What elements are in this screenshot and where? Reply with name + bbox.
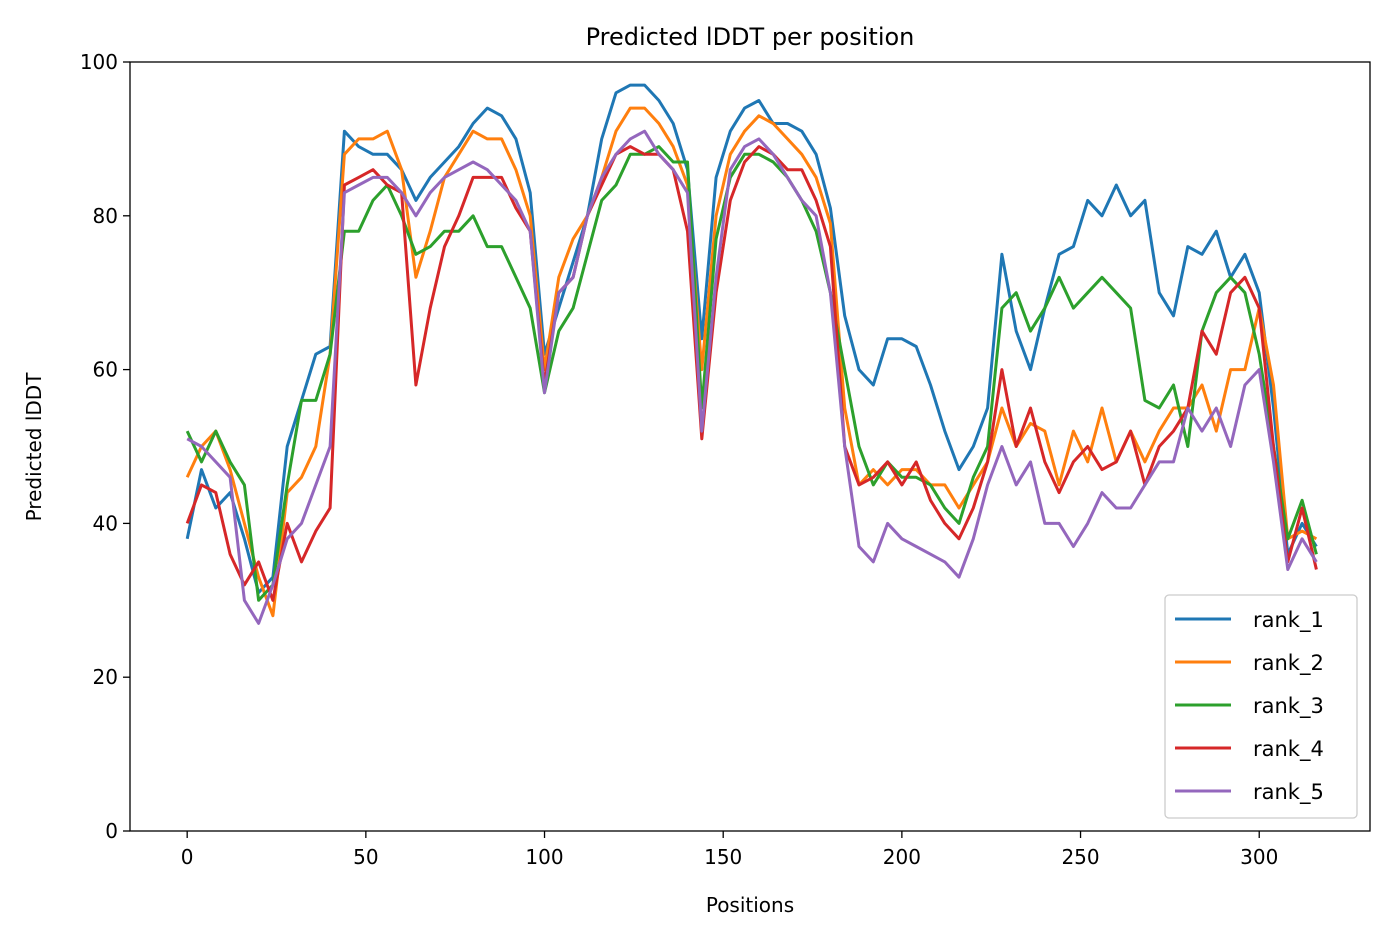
series-line-rank_5 [186,129,1318,625]
x-tick-label: 50 [353,845,378,869]
series-line-rank_1 [185,83,1318,595]
y-tick-label: 20 [93,665,118,689]
x-tick-label: 100 [525,845,563,869]
series-line-rank_2 [185,106,1318,618]
x-tick-label: 200 [883,845,921,869]
legend-box [1164,594,1358,819]
x-axis-label: Positions [706,893,794,917]
plot-frame [129,61,1371,832]
legend: rank_1 rank_2 rank_3 rank_4 rank_5 [1164,594,1358,819]
x-tick-label: 300 [1240,845,1278,869]
y-tick-label: 40 [93,511,118,535]
x-tick-label: 150 [704,845,742,869]
axes: 0 50 100 150 200 250 300 0 20 40 60 80 100 [80,50,1279,869]
y-axis-label: Predicted lDDT [22,372,46,522]
legend-label-rank_2: rank_2 [1253,651,1324,676]
y-tick-label: 60 [93,358,118,382]
y-tick-label: 80 [93,204,118,228]
series-line-rank_4 [185,145,1318,602]
y-tick-label: 100 [80,50,118,74]
legend-label-rank_4: rank_4 [1253,737,1324,762]
chart-title: Predicted lDDT per position [586,23,915,51]
y-tick-label: 0 [105,819,118,843]
x-tick-label: 0 [181,845,194,869]
legend-label-rank_1: rank_1 [1253,608,1324,633]
series-layer [185,83,1318,625]
x-tick-label: 250 [1061,845,1099,869]
legend-label-rank_5: rank_5 [1253,780,1324,805]
legend-label-rank_3: rank_3 [1253,694,1324,719]
